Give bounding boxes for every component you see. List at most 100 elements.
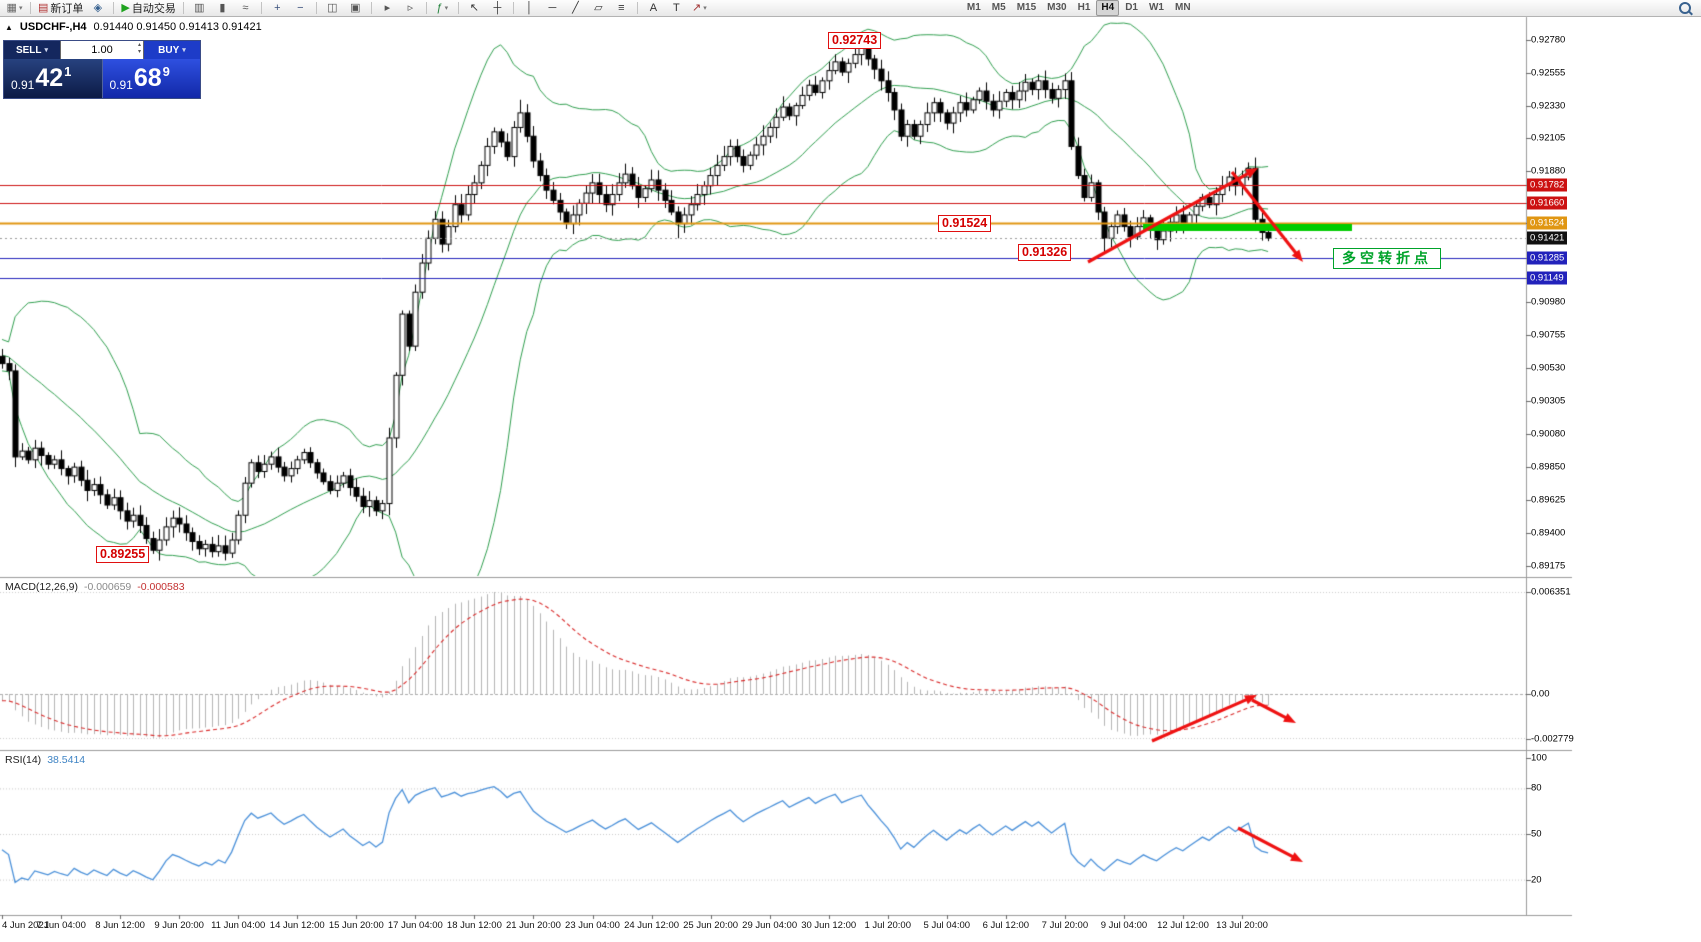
chart-shift-icon: ▹: [407, 1, 414, 14]
bid-pip-digit: 1: [64, 64, 72, 79]
auto-scroll-button[interactable]: ▸: [377, 1, 398, 16]
toolbar-separator: [113, 2, 115, 14]
text-button[interactable]: A: [643, 1, 664, 16]
chart-shift-button[interactable]: ▹: [400, 1, 421, 16]
rsi-name: RSI(14): [5, 754, 42, 766]
zoom-in-button[interactable]: +: [267, 1, 288, 16]
line-chart-button[interactable]: ≈: [235, 1, 256, 16]
new-window-button[interactable]: ▣: [345, 1, 366, 16]
toolbar-separator: [425, 2, 427, 14]
chevron-down-icon: ▾: [44, 47, 49, 54]
macd-label: MACD(12,26,9) -0.000659 -0.000583: [5, 581, 185, 593]
timeframe-h1[interactable]: H1: [1077, 2, 1091, 13]
arrows-button[interactable]: ↗ ▾: [689, 1, 710, 16]
macd-signal-value: -0.000583: [137, 581, 185, 593]
volume-input[interactable]: 1.00 ▴ ▾: [60, 41, 144, 59]
spinner-up-icon[interactable]: ▴: [137, 42, 141, 48]
toolbar-separator: [315, 2, 317, 14]
new-window-icon: ▣: [350, 1, 361, 14]
toolbar-separator: [260, 2, 262, 14]
ask-price[interactable]: 0.91 68 9: [102, 59, 200, 98]
text-label-button[interactable]: T: [666, 1, 687, 16]
timeframe-group: M1 M5 M15 M30 H1 H4 D1 W1 MN: [962, 0, 1196, 16]
horizontal-line-button[interactable]: ─: [542, 1, 563, 16]
ask-pip-digit: 9: [162, 64, 170, 79]
buy-button[interactable]: BUY ▾: [144, 41, 200, 59]
arrow-object-icon: ↗: [692, 1, 702, 14]
vertical-line-icon: │: [525, 1, 533, 14]
search-icon: [1679, 2, 1691, 14]
tile-windows-button[interactable]: ◫: [322, 1, 343, 16]
cursor-button[interactable]: ↖: [464, 1, 485, 16]
indicators-button[interactable]: ƒ ▾: [432, 1, 453, 16]
auto-scroll-icon: ▸: [384, 1, 391, 14]
macd-main-value: -0.000659: [83, 581, 132, 593]
autotrading-play-icon: ▶: [121, 1, 130, 14]
new-order-button[interactable]: ▤ 新订单: [36, 1, 85, 16]
timeframe-m5[interactable]: M5: [991, 2, 1006, 13]
timeframe-mn[interactable]: MN: [1174, 2, 1191, 13]
toolbar-separator: [30, 2, 31, 14]
crosshair-icon: ┼: [493, 1, 502, 14]
symbol-title: USDCHF-,H4: [19, 21, 87, 33]
fibonacci-button[interactable]: ≡: [611, 1, 632, 16]
sell-button-label: SELL: [15, 44, 42, 56]
candlestick-chart-button[interactable]: ▮: [212, 1, 233, 16]
zoom-out-button[interactable]: −: [290, 1, 311, 16]
timeframe-m1[interactable]: M1: [966, 2, 981, 13]
chevron-down-icon: ▾: [703, 5, 707, 12]
timeframe-h4[interactable]: H4: [1096, 0, 1120, 16]
one-click-trading-panel: SELL ▾ 1.00 ▴ ▾ BUY ▾ 0.91 42 1 0.91 68 …: [3, 40, 201, 99]
sell-button[interactable]: SELL ▾: [4, 41, 60, 59]
chart-bullet-icon: ▲: [5, 22, 13, 32]
timeframe-m15[interactable]: M15: [1016, 2, 1037, 13]
ask-prefix: 0.91: [109, 78, 133, 92]
cursor-icon: ↖: [469, 1, 479, 14]
ask-big-digits: 68: [133, 64, 162, 92]
trendline-button[interactable]: ╱: [565, 1, 586, 16]
zoom-out-icon: −: [297, 1, 304, 14]
crosshair-button[interactable]: ┼: [487, 1, 508, 16]
buy-button-label: BUY: [158, 44, 180, 56]
toolbar-separator: [457, 2, 459, 14]
tile-windows-icon: ◫: [327, 1, 338, 14]
timeframe-d1[interactable]: D1: [1125, 2, 1138, 13]
symbol-info: ▲ USDCHF-,H4 0.91440 0.91450 0.91413 0.9…: [5, 21, 262, 33]
toolbar-separator: [370, 2, 372, 14]
symbol-ohlc: 0.91440 0.91450 0.91413 0.91421: [93, 21, 262, 33]
spinner-down-icon[interactable]: ▾: [137, 49, 141, 55]
volume-spinner[interactable]: ▴ ▾: [138, 42, 141, 56]
timeframe-w1[interactable]: W1: [1148, 2, 1164, 13]
macd-name: MACD(12,26,9): [5, 581, 78, 593]
chevron-down-icon: ▾: [182, 47, 186, 54]
new-order-icon: ▤: [38, 1, 49, 14]
new-order-button-label: 新订单: [50, 3, 84, 15]
rsi-label: RSI(14) 38.5414: [5, 754, 85, 766]
indicators-icon: ƒ: [436, 1, 443, 14]
line-chart-icon: ≈: [242, 1, 249, 14]
navigator-button[interactable]: ◈: [87, 1, 108, 16]
chevron-down-icon: ▾: [18, 5, 23, 12]
channel-button[interactable]: ▱: [588, 1, 609, 16]
timeframe-m30[interactable]: M30: [1047, 2, 1067, 13]
bid-prefix: 0.91: [11, 78, 35, 92]
toolbar-separator: [182, 2, 184, 14]
autotrading-button[interactable]: ▶ 自动交易: [119, 1, 177, 16]
vertical-line-button[interactable]: │: [519, 1, 540, 16]
bar-chart-icon: ▥: [194, 1, 205, 14]
text-icon: A: [649, 1, 658, 14]
zoom-in-icon: +: [274, 1, 281, 14]
toolbar-separator: [636, 2, 638, 14]
horizontal-line-icon: ─: [548, 1, 557, 14]
trendline-icon: ╱: [572, 1, 579, 14]
navigator-icon: ◈: [93, 1, 103, 14]
bar-chart-button[interactable]: ▥: [189, 1, 210, 16]
bid-price[interactable]: 0.91 42 1: [4, 59, 103, 98]
toolbar-search-button[interactable]: [1679, 2, 1697, 14]
bid-big-digits: 42: [35, 64, 64, 92]
fibonacci-icon: ≡: [618, 1, 625, 14]
channel-icon: ▱: [594, 1, 603, 14]
rsi-value: 38.5414: [47, 754, 86, 766]
charts-button[interactable]: ▦ ▾: [4, 1, 25, 16]
